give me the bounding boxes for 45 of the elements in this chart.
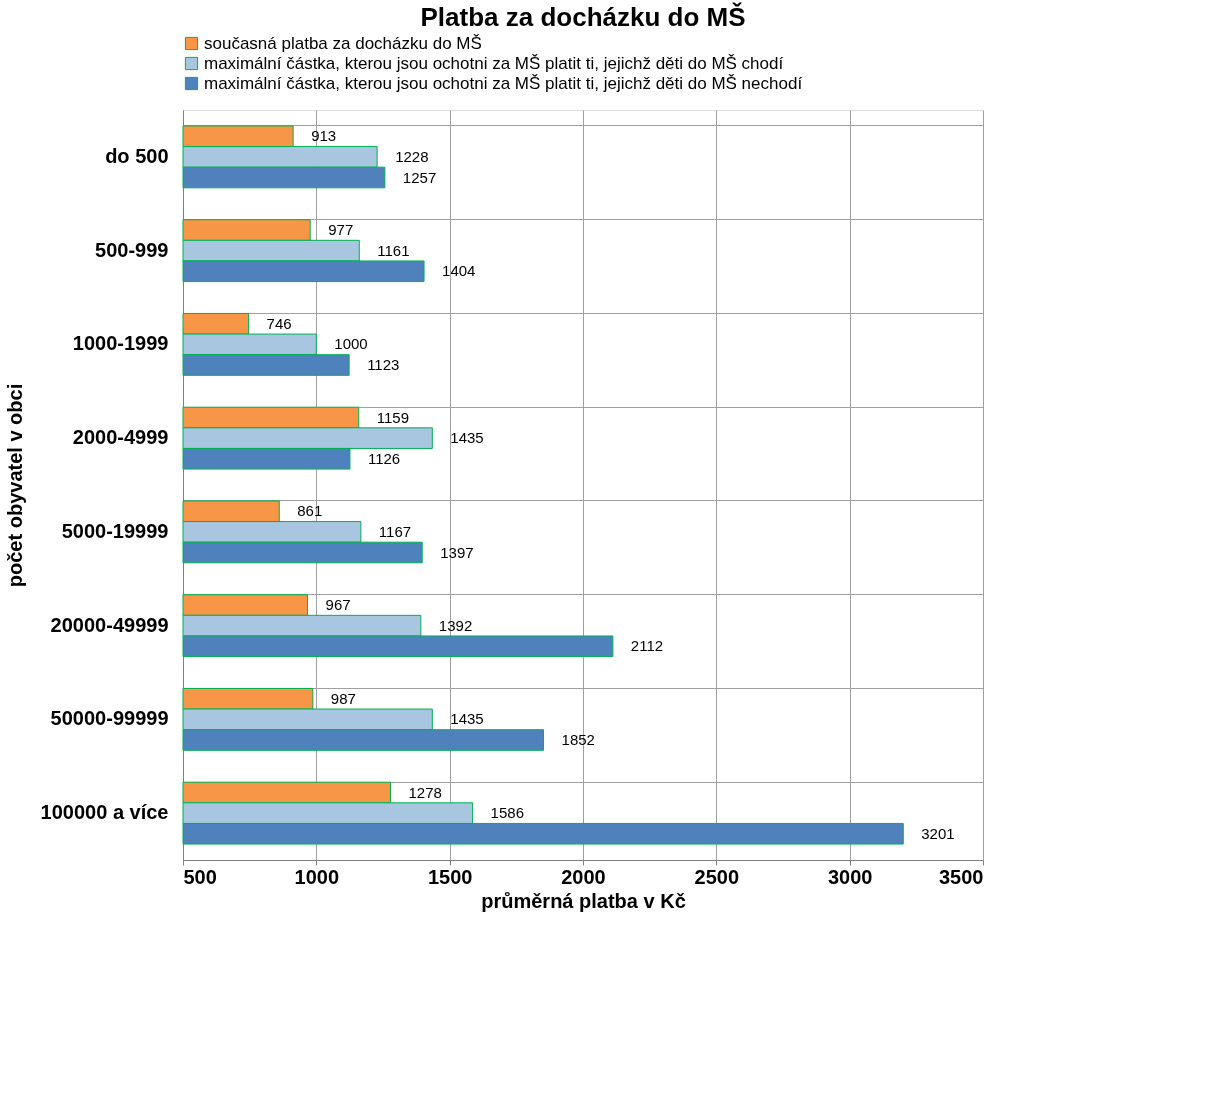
x-tick-label: 1500 xyxy=(427,865,473,888)
data-label: 1435 xyxy=(450,710,484,728)
data-label: 1167 xyxy=(378,522,412,540)
data-label: 1404 xyxy=(442,262,476,280)
y-tick-label: 100000 a více xyxy=(40,801,169,824)
legend-label: maximální částka, kterou jsou ochotni za MŠ platit ti, jejichž děti do MŠ chodí xyxy=(204,53,784,73)
y-tick-label: 500-999 xyxy=(95,238,169,261)
legend-label: maximální částka, kterou jsou ochotni za MŠ platit ti, jejichž děti do MŠ nechodí xyxy=(204,73,803,93)
y-tick-label: 5000-19999 xyxy=(61,519,169,542)
data-label: 1126 xyxy=(367,449,401,467)
data-label: 1159 xyxy=(376,408,409,426)
data-label: 1392 xyxy=(438,616,473,634)
data-label: 1397 xyxy=(440,543,474,561)
data-label: 967 xyxy=(325,596,351,613)
legend-label: současná platba za docházku do MŠ xyxy=(204,33,482,53)
data-label: 913 xyxy=(311,127,337,145)
y-tick-label: 2000-4999 xyxy=(72,426,169,449)
data-label: 3201 xyxy=(921,824,955,842)
y-tick-label: 50000-99999 xyxy=(50,707,169,730)
x-tick-label: 3500 xyxy=(939,865,984,888)
data-label: 1228 xyxy=(395,147,429,165)
data-label: 1123 xyxy=(367,356,400,373)
data-label: 1161 xyxy=(377,241,410,259)
data-label: 977 xyxy=(328,221,354,238)
data-label: 1278 xyxy=(408,783,442,801)
data-label: 746 xyxy=(266,314,292,332)
data-label: 861 xyxy=(297,502,323,520)
x-tick-label: 500 xyxy=(183,865,217,888)
y-tick-label: do 500 xyxy=(105,144,169,167)
data-label: 1257 xyxy=(402,168,437,186)
y-tick-label: 20000-49999 xyxy=(50,613,169,636)
y-tick-label: 1000-1999 xyxy=(72,332,169,355)
x-tick-label: 2500 xyxy=(694,865,740,888)
data-label: 987 xyxy=(330,689,356,707)
data-label: 1586 xyxy=(490,804,524,822)
chart-title: Platba za docházku do MŠ xyxy=(420,2,746,32)
data-label: 1852 xyxy=(561,731,595,748)
y-axis-title: počet obyvatel v obci xyxy=(3,383,26,588)
x-axis-title: průměrná platba v Kč xyxy=(481,889,686,912)
data-label: 1000 xyxy=(334,335,368,353)
data-label: 2112 xyxy=(630,637,664,655)
x-tick-label: 1000 xyxy=(294,865,340,888)
data-label: 1435 xyxy=(450,429,484,447)
x-tick-label: 2000 xyxy=(561,865,606,888)
x-tick-label: 3000 xyxy=(827,865,873,888)
